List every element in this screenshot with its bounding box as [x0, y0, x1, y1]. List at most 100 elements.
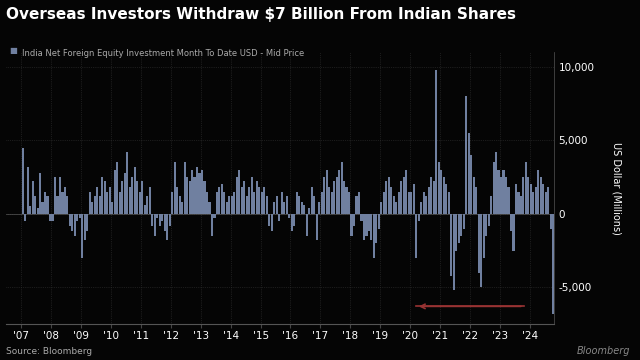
- Bar: [209, 202, 211, 214]
- Bar: [410, 192, 412, 214]
- Bar: [89, 192, 91, 214]
- Bar: [24, 214, 26, 221]
- Bar: [346, 187, 348, 214]
- Bar: [383, 192, 385, 214]
- Bar: [450, 214, 452, 275]
- Bar: [452, 214, 455, 290]
- Bar: [44, 192, 46, 214]
- Bar: [398, 192, 400, 214]
- Bar: [308, 208, 310, 214]
- Bar: [61, 192, 63, 214]
- Bar: [278, 214, 280, 221]
- Bar: [488, 214, 490, 226]
- Bar: [251, 177, 253, 214]
- Bar: [131, 177, 133, 214]
- Bar: [318, 202, 320, 214]
- Bar: [143, 205, 146, 214]
- Text: Overseas Investors Withdraw $7 Billion From Indian Shares: Overseas Investors Withdraw $7 Billion F…: [6, 7, 516, 22]
- Bar: [22, 148, 24, 214]
- Bar: [59, 177, 61, 214]
- Bar: [380, 202, 383, 214]
- Bar: [413, 184, 415, 214]
- Bar: [196, 167, 198, 214]
- Bar: [74, 214, 76, 236]
- Bar: [495, 152, 497, 214]
- Bar: [260, 192, 263, 214]
- Bar: [164, 214, 166, 231]
- Bar: [508, 187, 509, 214]
- Bar: [490, 196, 492, 214]
- Bar: [51, 214, 54, 221]
- Bar: [72, 214, 74, 231]
- Bar: [231, 196, 233, 214]
- Bar: [400, 181, 403, 214]
- Bar: [520, 196, 522, 214]
- Bar: [248, 187, 250, 214]
- Bar: [515, 184, 517, 214]
- Bar: [542, 184, 545, 214]
- Bar: [271, 214, 273, 231]
- Bar: [376, 214, 378, 243]
- Bar: [148, 187, 151, 214]
- Bar: [198, 173, 200, 214]
- Bar: [36, 208, 38, 214]
- Bar: [96, 187, 99, 214]
- Bar: [119, 192, 121, 214]
- Bar: [266, 196, 268, 214]
- Bar: [316, 214, 317, 240]
- Y-axis label: US Dollar (Millions): US Dollar (Millions): [611, 142, 621, 234]
- Bar: [26, 167, 29, 214]
- Bar: [291, 214, 292, 231]
- Bar: [263, 187, 266, 214]
- Bar: [296, 192, 298, 214]
- Bar: [234, 192, 236, 214]
- Bar: [246, 196, 248, 214]
- Bar: [116, 162, 118, 214]
- Bar: [223, 192, 225, 214]
- Bar: [206, 192, 208, 214]
- Bar: [360, 214, 362, 221]
- Bar: [136, 181, 138, 214]
- Bar: [193, 177, 196, 214]
- Bar: [313, 196, 315, 214]
- Bar: [415, 214, 417, 258]
- Bar: [238, 170, 241, 214]
- Bar: [455, 214, 457, 251]
- Bar: [129, 187, 131, 214]
- Bar: [141, 181, 143, 214]
- Bar: [435, 70, 437, 214]
- Bar: [241, 187, 243, 214]
- Bar: [385, 181, 387, 214]
- Bar: [288, 214, 291, 218]
- Bar: [321, 192, 323, 214]
- Bar: [468, 133, 470, 214]
- Bar: [168, 214, 171, 226]
- Bar: [189, 181, 191, 214]
- Bar: [69, 214, 71, 226]
- Bar: [477, 214, 479, 273]
- Bar: [420, 202, 422, 214]
- Bar: [94, 196, 96, 214]
- Bar: [54, 177, 56, 214]
- Bar: [310, 187, 313, 214]
- Bar: [259, 187, 260, 214]
- Bar: [273, 202, 275, 214]
- Bar: [343, 181, 345, 214]
- Bar: [340, 162, 342, 214]
- Bar: [328, 187, 330, 214]
- Bar: [535, 187, 537, 214]
- Bar: [86, 214, 88, 231]
- Bar: [47, 196, 49, 214]
- Bar: [475, 187, 477, 214]
- Bar: [513, 214, 515, 251]
- Bar: [353, 214, 355, 226]
- Bar: [388, 177, 390, 214]
- Bar: [204, 181, 205, 214]
- Bar: [64, 187, 66, 214]
- Bar: [465, 96, 467, 214]
- Bar: [81, 214, 83, 258]
- Bar: [472, 177, 475, 214]
- Bar: [159, 214, 161, 226]
- Bar: [253, 192, 255, 214]
- Bar: [276, 196, 278, 214]
